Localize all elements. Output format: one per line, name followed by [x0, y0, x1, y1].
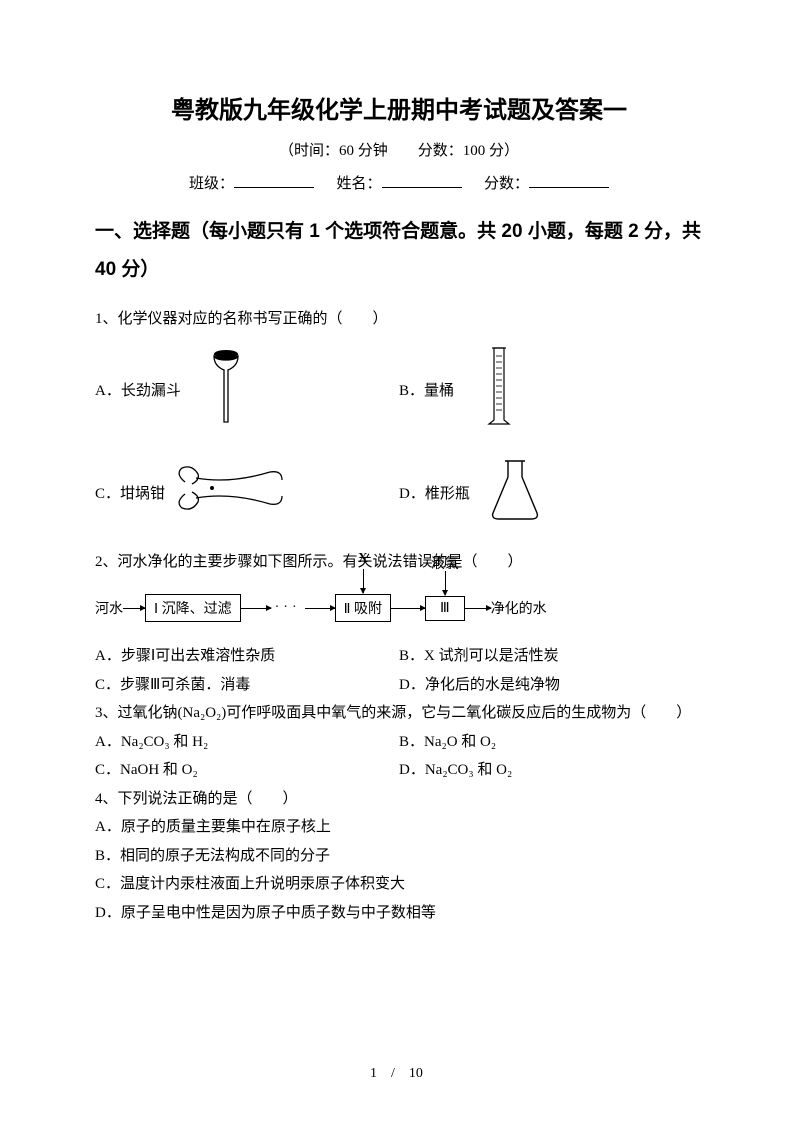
- q3-opt-d: D．Na₂CO₃ 和 O₂: [399, 756, 703, 785]
- flow-out: 净化的水: [491, 598, 547, 618]
- flow-dots: ···: [271, 600, 305, 616]
- q2-stem: 2、河水净化的主要步骤如下图所示。有关说法错误的是（ ）: [95, 548, 703, 577]
- name-label: 姓名：: [336, 176, 381, 192]
- page-number: 1 / 10: [0, 1062, 793, 1082]
- q2-opts-cd: C．步骤Ⅲ可杀菌．消毒 D．净化后的水是纯净物: [95, 671, 703, 700]
- q4-opt-a: A．原子的质量主要集中在原子核上: [95, 813, 703, 842]
- q2-flowchart: 河水 Ⅰ 沉降、过滤 ··· Ⅱ 吸附 X Ⅲ 液氯 净化的水: [95, 594, 703, 622]
- q3-stem: 3、过氧化钠(Na₂O₂)可作呼吸面具中氧气的来源，它与二氧化碳反应后的生成物为…: [95, 699, 703, 728]
- arrow-icon: [465, 608, 491, 609]
- q3-opts-cd: C．NaOH 和 O₂ D．Na₂CO₃ 和 O₂: [95, 756, 703, 785]
- score-blank[interactable]: [529, 172, 609, 188]
- q1-opt-d: D．椎形瓶: [399, 482, 470, 503]
- x-label: X: [358, 551, 368, 567]
- q2-opts-ab: A．步骤Ⅰ可出去难溶性杂质 B．X 试剂可以是活性炭: [95, 642, 703, 671]
- flow-box-2: Ⅱ 吸附 X: [335, 594, 391, 622]
- flow-in: 河水: [95, 598, 123, 618]
- arrow-icon: [391, 608, 425, 609]
- time-value: 60 分钟: [339, 143, 388, 159]
- flow-box-1: Ⅰ 沉降、过滤: [145, 594, 241, 622]
- q3-opt-a: A．Na₂CO₃ 和 H₂: [95, 728, 399, 757]
- q1-row-ab: A．长劲漏斗 B．量桶: [95, 342, 703, 437]
- page-title: 粤教版九年级化学上册期中考试题及答案一: [95, 90, 703, 125]
- subtitle-prefix: （时间：: [279, 143, 339, 159]
- cl-label: 液氯: [431, 553, 459, 573]
- arrow-icon: [305, 608, 335, 609]
- score-value: 100 分）: [463, 143, 519, 159]
- down-arrow-icon: [363, 569, 364, 593]
- q1-opt-a: A．长劲漏斗: [95, 379, 181, 400]
- class-label: 班级：: [189, 176, 234, 192]
- flow-box-2-label: Ⅱ 吸附: [344, 602, 382, 617]
- q3-opt-c: C．NaOH 和 O₂: [95, 756, 399, 785]
- q1-row-cd: C．坩埚钳 D．椎形瓶: [95, 455, 703, 530]
- arrow-icon: [241, 608, 271, 609]
- q2-opt-b: B．X 试剂可以是活性炭: [399, 642, 703, 671]
- q1-opt-b: B．量桶: [399, 379, 454, 400]
- q4-opt-d: D．原子呈电中性是因为原子中质子数与中子数相等: [95, 899, 703, 928]
- funnel-icon: [181, 348, 271, 431]
- q3-opt-b: B．Na₂O 和 O₂: [399, 728, 703, 757]
- flow-box-3: Ⅲ 液氯: [425, 596, 465, 621]
- q4-stem: 4、下列说法正确的是（ ）: [95, 785, 703, 814]
- q3-opts-ab: A．Na₂CO₃ 和 H₂ B．Na₂O 和 O₂: [95, 728, 703, 757]
- time-score-line: （时间：60 分钟 分数：100 分）: [95, 139, 703, 160]
- q2-opt-a: A．步骤Ⅰ可出去难溶性杂质: [95, 642, 399, 671]
- conical-flask-icon: [470, 455, 560, 530]
- down-arrow-icon: [445, 571, 446, 595]
- name-blank[interactable]: [382, 172, 462, 188]
- q1-opt-c: C．坩埚钳: [95, 482, 165, 503]
- crucible-tongs-icon: [165, 462, 295, 522]
- q2-opt-d: D．净化后的水是纯净物: [399, 671, 703, 700]
- q2-opt-c: C．步骤Ⅲ可杀菌．消毒: [95, 671, 399, 700]
- score-label: 分数：: [484, 176, 529, 192]
- student-info-row: 班级： 姓名： 分数：: [95, 172, 703, 193]
- q4-opt-b: B．相同的原子无法构成不同的分子: [95, 842, 703, 871]
- q1-stem: 1、化学仪器对应的名称书写正确的（ ）: [95, 305, 703, 334]
- class-blank[interactable]: [234, 172, 314, 188]
- subtitle-mid: 分数：: [388, 143, 463, 159]
- arrow-icon: [123, 608, 145, 609]
- graduated-cylinder-icon: [454, 342, 544, 437]
- section-1-heading: 一、选择题（每小题只有 1 个选项符合题意。共 20 小题，每题 2 分，共 4…: [95, 213, 703, 289]
- exam-page: 粤教版九年级化学上册期中考试题及答案一 （时间：60 分钟 分数：100 分） …: [0, 0, 793, 1122]
- flow-box-3-label: Ⅲ: [440, 601, 450, 616]
- q4-opt-c: C．温度计内汞柱液面上升说明汞原子体积变大: [95, 870, 703, 899]
